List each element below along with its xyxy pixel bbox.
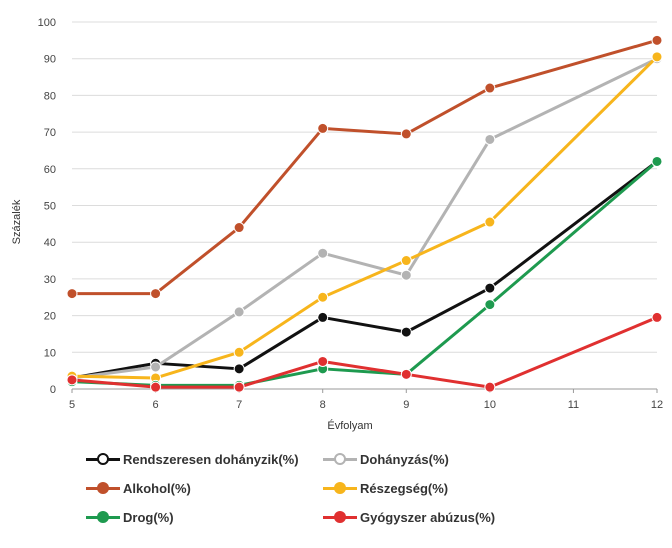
y-axis: 0 10 20 30 40 50 60 70 80 90 100 [38,17,56,396]
data-point [484,381,496,393]
data-point [233,381,245,393]
y-tick-label: 100 [38,17,56,29]
data-point [484,299,496,311]
data-point [651,311,663,323]
y-tick-label: 60 [44,164,56,176]
data-point [317,291,329,303]
data-point [233,363,245,375]
y-tick-label: 90 [44,54,56,66]
series-line [71,160,658,387]
data-point [150,381,162,393]
y-tick-label: 20 [44,311,56,323]
data-point [66,288,78,300]
series-5 [66,311,663,393]
y-tick-label: 70 [44,127,56,139]
data-point [400,255,412,267]
y-tick-label: 0 [50,384,56,396]
data-point [651,155,663,167]
x-axis-title: Évfolyam [327,419,372,432]
y-tick-label: 10 [44,347,56,359]
data-point [233,306,245,318]
series-0 [66,155,663,384]
data-point [400,269,412,281]
x-tick-label: 7 [236,399,242,411]
data-point [317,311,329,323]
data-point [317,247,329,259]
x-tick-label: 5 [69,399,75,411]
data-point [233,222,245,234]
series-1 [66,53,663,384]
x-tick-label: 6 [153,399,159,411]
series-line [71,57,658,380]
series-2 [66,34,663,300]
x-tick-label: 12 [651,399,663,411]
y-tick-label: 50 [44,201,56,213]
data-point [484,216,496,228]
x-tick-label: 9 [403,399,409,411]
data-point [400,326,412,338]
data-point [484,282,496,294]
data-point [651,51,663,63]
data-point [484,133,496,145]
x-tick-label: 10 [484,399,496,411]
data-point [150,288,162,300]
series-line [72,38,658,296]
y-tick-label: 40 [44,237,56,249]
data-point [233,346,245,358]
series-3 [66,51,663,384]
data-point [400,368,412,380]
data-point [66,374,78,386]
series-4 [66,155,663,391]
gridlines [72,21,657,390]
data-point [400,128,412,140]
x-tick-label: 11 [568,399,579,411]
x-axis: 5 6 7 8 9 10 11 12 [69,389,663,411]
y-axis-title: Százalék [11,199,23,244]
data-point [317,122,329,134]
data-point [317,355,329,367]
series-line [71,160,658,380]
y-tick-label: 80 [44,90,56,102]
data-point [150,361,162,373]
series-line [71,55,659,380]
data-point [484,82,496,94]
series-layer [66,34,663,393]
data-point [651,34,663,46]
x-tick-label: 8 [320,399,326,411]
y-tick-label: 30 [44,274,56,286]
